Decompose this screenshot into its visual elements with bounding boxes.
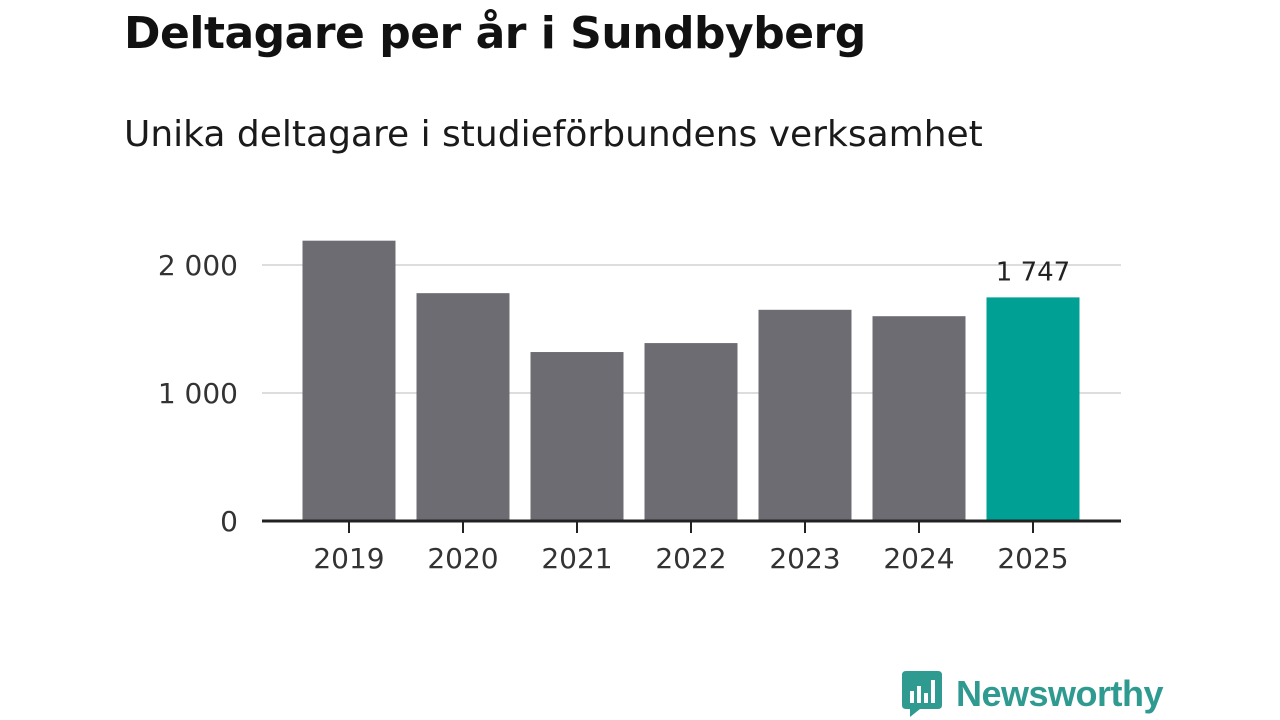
chart-subtitle: Unika deltagare i studieförbundens verks… [124, 114, 983, 155]
x-tick-label: 2020 [427, 542, 498, 575]
y-tick-label: 2 000 [158, 249, 238, 282]
x-tick-label: 2022 [655, 542, 726, 575]
brand-name: Newsworthy [956, 673, 1164, 714]
bar-2020 [416, 293, 510, 521]
newsworthy-logo: Newsworthy [902, 670, 1164, 718]
bar-chart: 0 1 000 2 000 2019 2020 2021 2022 2023 2024 2025 1… [158, 240, 1121, 575]
x-tick-label: 2024 [883, 542, 954, 575]
newsworthy-logo-icon [902, 671, 942, 717]
x-tick-label: 2023 [769, 542, 840, 575]
y-tick-label: 1 000 [158, 377, 238, 410]
bar-2021 [530, 352, 624, 521]
bar-2022 [644, 343, 738, 521]
x-tick-label: 2021 [541, 542, 612, 575]
chart-title: Deltagare per år i Sundbyberg [124, 8, 866, 59]
x-tick-label: 2025 [997, 542, 1068, 575]
bar-2023 [758, 309, 852, 521]
bar-2025 [986, 297, 1080, 521]
bar-2024 [872, 316, 966, 521]
bar-value-label: 1 747 [996, 257, 1070, 287]
x-tick-label: 2019 [313, 542, 384, 575]
bar-2019 [302, 240, 396, 521]
y-tick-label: 0 [220, 505, 238, 538]
